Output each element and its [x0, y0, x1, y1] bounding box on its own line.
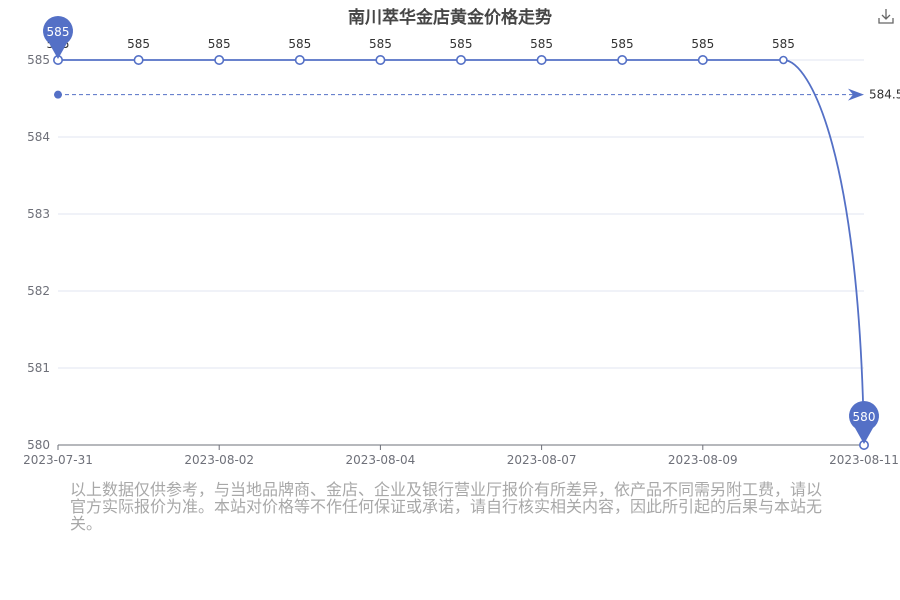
data-point — [375, 54, 386, 65]
point-label: 585 — [450, 37, 473, 51]
data-point — [133, 54, 144, 65]
data-point — [214, 54, 225, 65]
x-tick-label: 2023-08-07 — [507, 453, 577, 467]
data-point — [617, 54, 628, 65]
markpoint-pin — [43, 16, 73, 60]
series — [52, 54, 869, 450]
y-tick-label: 584 — [27, 130, 50, 144]
point-label: 585 — [288, 37, 311, 51]
chart-title: 南川萃华金店黄金价格走势 — [348, 8, 552, 28]
data-point — [779, 55, 788, 65]
point-label: 585 — [611, 37, 634, 51]
x-tick-label: 2023-07-31 — [23, 453, 93, 467]
markpoints: 585 580 — [43, 16, 880, 444]
grid-lines — [58, 59, 864, 369]
x-tick-label: 2023-08-09 — [668, 453, 738, 467]
point-label: 585 — [208, 37, 231, 51]
max-markpoint: 585 — [43, 16, 73, 60]
markpoint-label: 580 — [853, 410, 876, 424]
y-tick-label: 583 — [27, 207, 50, 221]
x-tick-label: 2023-08-04 — [346, 453, 416, 467]
average-line-start — [54, 90, 62, 99]
axes: 580 581 582 583 584 585 2023-07-31 2023-08-02 20… — [23, 53, 899, 467]
y-tick-label: 580 — [27, 438, 50, 452]
markpoint-label: 585 — [47, 25, 70, 39]
point-label: 585 — [369, 37, 392, 51]
y-tick-label: 585 — [27, 53, 50, 67]
average-markline: 584.5 — [54, 88, 900, 102]
point-label: 585 — [772, 37, 795, 51]
download-icon[interactable] — [876, 6, 896, 26]
x-tick-label: 2023-08-02 — [184, 453, 254, 467]
average-line-arrow — [848, 88, 864, 101]
series-line — [58, 59, 865, 446]
y-tick-label: 582 — [27, 284, 50, 298]
data-point — [455, 54, 466, 65]
y-tick-label: 581 — [27, 361, 50, 375]
min-markpoint: 580 — [849, 401, 880, 444]
data-point — [294, 54, 305, 65]
average-line-label: 584.5 — [869, 88, 900, 102]
point-label: 585 — [127, 37, 150, 51]
point-label: 585 — [691, 37, 714, 51]
x-tick-label: 2023-08-11 — [829, 453, 899, 467]
data-point — [697, 54, 708, 65]
markpoint-pin — [849, 401, 880, 444]
point-label: 585 — [530, 37, 553, 51]
disclaimer-text: 以上数据仅供参考，与当地品牌商、金店、企业及银行营业厅报价有所差异，依产品不同需… — [70, 480, 823, 533]
data-point — [536, 54, 547, 65]
